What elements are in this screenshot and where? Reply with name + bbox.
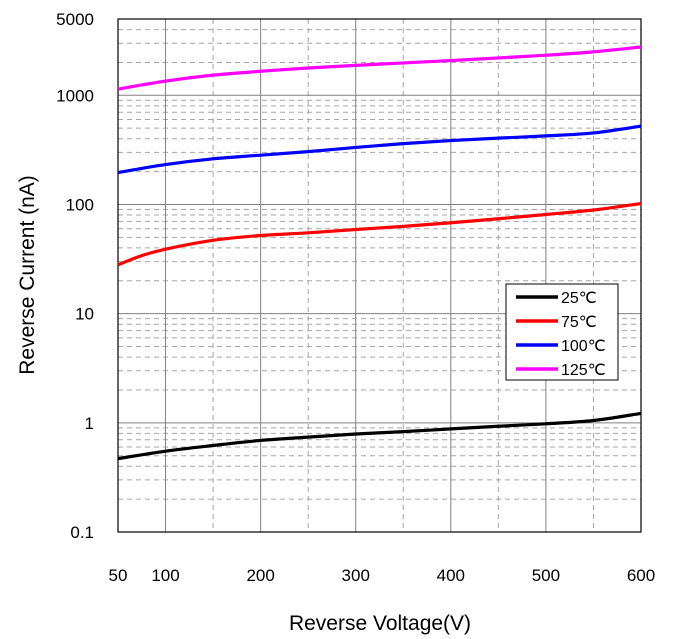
legend-box	[505, 283, 619, 381]
x-tick-labels: 50 100 200 300 400 500 600	[109, 566, 656, 585]
y-tick-label: 1000	[56, 86, 94, 105]
series-line-0	[117, 411, 642, 461]
x-tick-label: 600	[627, 566, 655, 585]
x-tick-label: 400	[437, 566, 465, 585]
series-line-2	[117, 124, 642, 175]
y-tick-label: 5000	[56, 10, 94, 29]
legend-label-1: 75℃	[561, 314, 597, 331]
series-lines	[117, 45, 642, 461]
x-axis-title: Reverse Voltage(V)	[289, 612, 471, 635]
minor-gridlines	[118, 19, 641, 532]
x-tick-label: 200	[246, 566, 274, 585]
x-tick-label: 500	[532, 566, 560, 585]
legend-label-2: 100℃	[561, 338, 606, 355]
series-line-1	[117, 201, 642, 267]
x-tick-label: 300	[342, 566, 370, 585]
y-tick-label: 100	[66, 195, 94, 214]
x-tick-label: 50	[109, 566, 128, 585]
series-line-3	[117, 45, 642, 91]
major-gridlines	[118, 19, 641, 532]
legend-label-0: 25℃	[561, 290, 597, 307]
y-axis-title: Reverse Current (nA)	[16, 175, 39, 375]
y-tick-label: 1	[85, 414, 94, 433]
x-tick-label: 100	[151, 566, 179, 585]
legend: 25℃ 75℃ 100℃ 125℃	[505, 283, 619, 381]
y-tick-labels: 0.1 1 10 100 1000 5000	[56, 10, 94, 542]
y-tick-label: 0.1	[70, 523, 94, 542]
y-tick-label: 10	[75, 305, 94, 324]
plot-frame	[117, 18, 642, 533]
legend-label-3: 125℃	[561, 362, 606, 379]
